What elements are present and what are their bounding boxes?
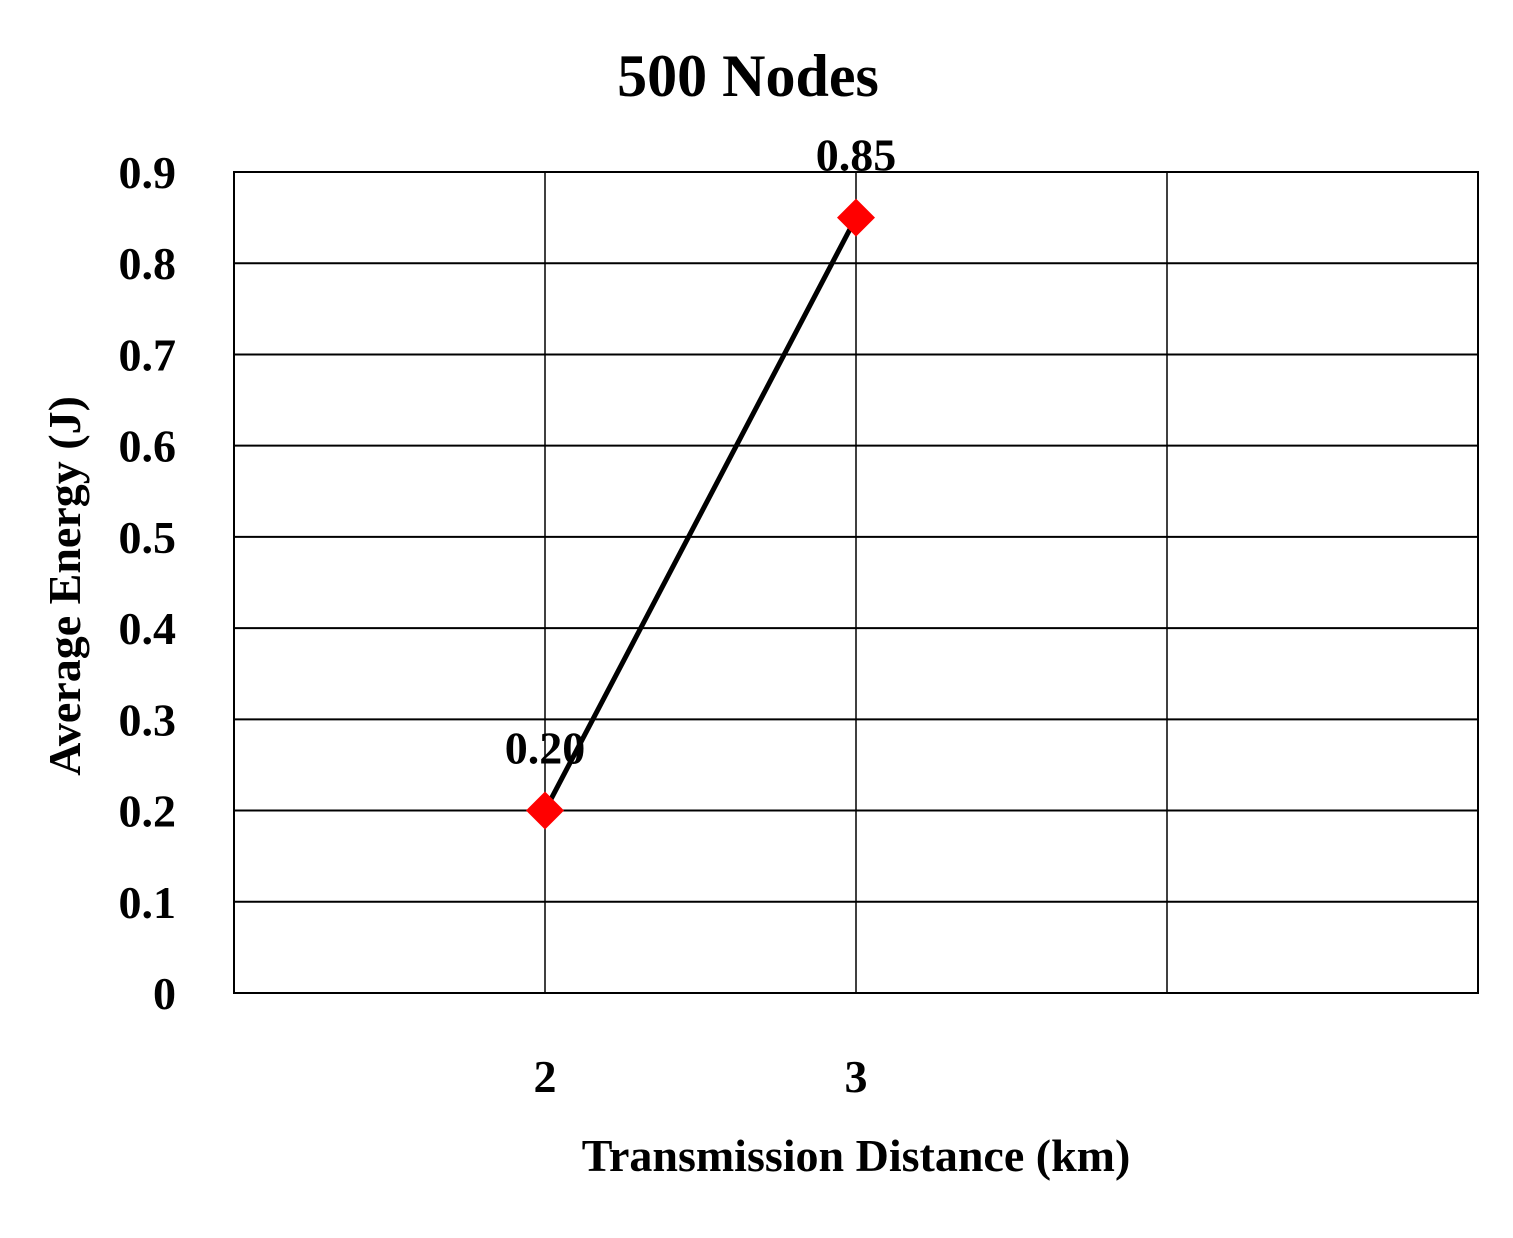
x-tick-label: 3 bbox=[845, 1051, 868, 1102]
y-axis-label: Average Energy (J) bbox=[39, 396, 90, 776]
y-tick-label: 0 bbox=[153, 968, 176, 1019]
y-tick-label: 0.8 bbox=[119, 238, 177, 289]
series-group bbox=[526, 198, 875, 830]
chart-title: 500 Nodes bbox=[617, 43, 879, 109]
series-line bbox=[542, 216, 859, 812]
x-axis-label: Transmission Distance (km) bbox=[582, 1130, 1131, 1181]
y-tick-label: 0.2 bbox=[119, 786, 177, 837]
y-tick-label: 0.7 bbox=[119, 329, 177, 380]
y-tick-label: 0.3 bbox=[119, 694, 177, 745]
data-labels: 0.20 0.85 bbox=[505, 130, 897, 774]
data-point-marker bbox=[837, 198, 875, 237]
plot-area-border bbox=[233, 171, 1479, 994]
data-value-label: 0.85 bbox=[816, 130, 897, 181]
grid bbox=[234, 172, 1478, 993]
y-tick-label: 0.6 bbox=[119, 421, 177, 472]
y-tick-label: 0.4 bbox=[119, 603, 177, 654]
x-tick-label: 2 bbox=[534, 1051, 557, 1102]
y-tick-label: 0.1 bbox=[119, 877, 177, 928]
y-tick-label: 0.5 bbox=[119, 512, 177, 563]
y-axis-ticks: 0 0.1 0.2 0.3 0.4 0.5 0.6 0.7 0.8 0.9 bbox=[119, 147, 177, 1019]
y-tick-label: 0.9 bbox=[119, 147, 177, 198]
data-value-label: 0.20 bbox=[505, 723, 586, 774]
data-point-marker bbox=[526, 791, 564, 830]
